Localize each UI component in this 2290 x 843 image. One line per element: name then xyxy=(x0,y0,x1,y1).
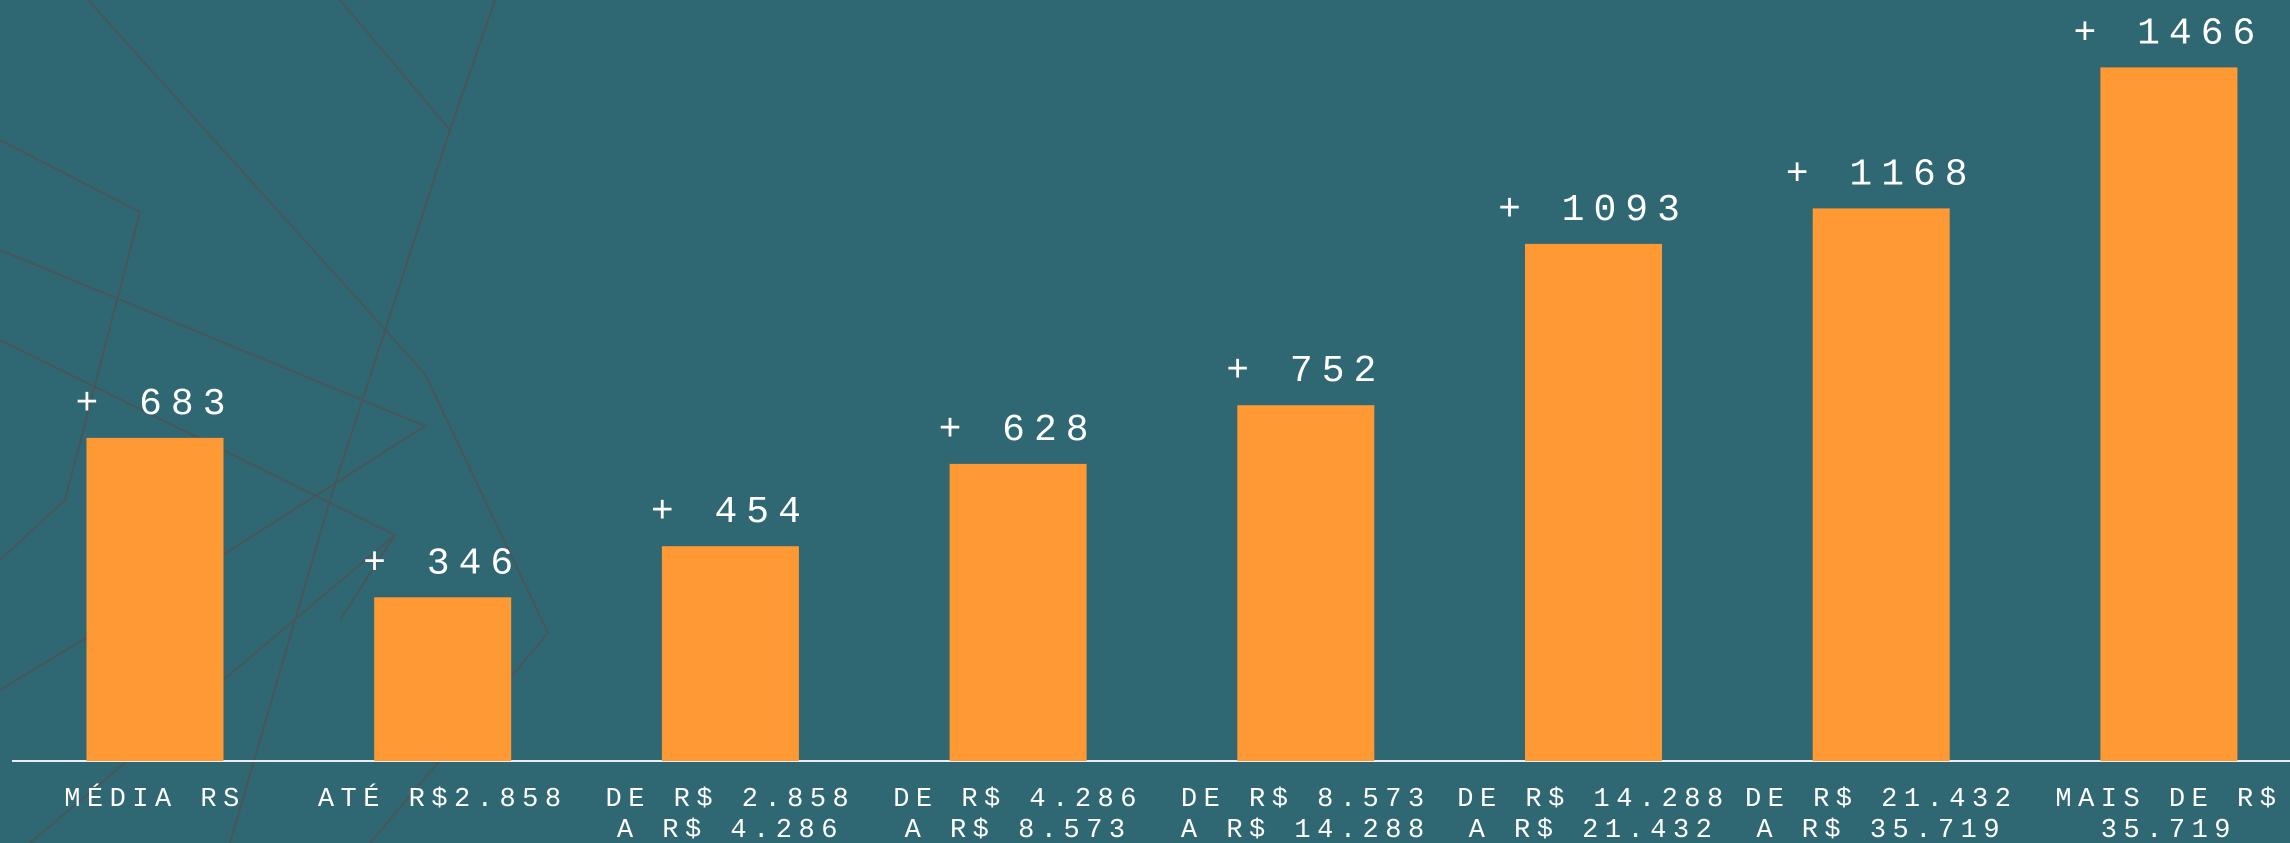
value-label: + 752 xyxy=(1226,350,1385,393)
bar xyxy=(661,546,799,761)
x-tick-label: ATÉ R$2.858 xyxy=(318,783,568,815)
bar xyxy=(1812,208,1950,761)
value-label: + 683 xyxy=(75,383,234,426)
bar xyxy=(949,463,1087,761)
value-label: + 454 xyxy=(651,491,810,534)
x-tick-label: DE R$ 4.286 A R$ 8.573 xyxy=(893,785,1143,843)
x-tick-label: MAIS DE R$ 35.719 xyxy=(2055,785,2282,843)
bar xyxy=(86,437,224,761)
x-tick-label: DE R$ 21.432 A R$ 35.719 xyxy=(1745,785,2017,843)
x-tick-label: DE R$ 14.288 A R$ 21.432 xyxy=(1457,785,1729,843)
value-label: + 1466 xyxy=(2073,12,2264,55)
bar xyxy=(374,597,512,761)
x-tick-label: DE R$ 8.573 A R$ 14.288 xyxy=(1181,785,1431,843)
bar xyxy=(2100,67,2238,762)
value-label: + 1168 xyxy=(1786,153,1977,196)
bar xyxy=(1237,405,1375,761)
value-label: + 1093 xyxy=(1498,189,1689,232)
value-label: + 628 xyxy=(939,409,1098,452)
bar xyxy=(1525,243,1662,761)
x-tick-label: MÉDIA RS xyxy=(64,783,246,815)
x-tick-label: DE R$ 2.858 A R$ 4.286 xyxy=(606,785,856,843)
value-label: + 346 xyxy=(363,542,522,585)
